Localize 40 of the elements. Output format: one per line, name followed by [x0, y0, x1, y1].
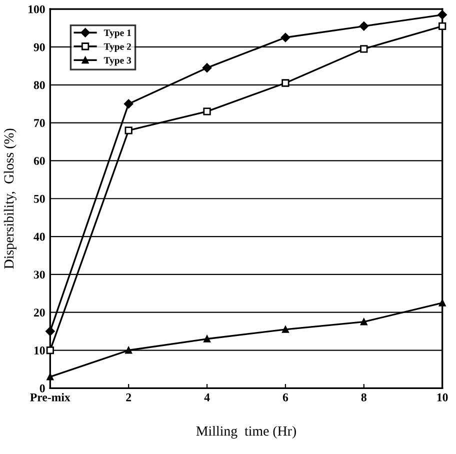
y-tick-label: 30	[34, 270, 45, 279]
point	[438, 299, 446, 306]
point	[360, 45, 368, 53]
point	[46, 373, 54, 380]
point	[124, 126, 132, 134]
y-tick-label: 70	[34, 119, 45, 128]
legend-label: Type 1	[104, 30, 131, 38]
point	[204, 335, 210, 342]
x-tick-label: 6	[282, 393, 288, 402]
x-axis-title: Milling time (Hr)	[196, 426, 296, 439]
point	[280, 32, 290, 42]
point	[202, 63, 212, 72]
point	[360, 318, 368, 326]
y-tick-label: 0	[40, 384, 45, 392]
point	[124, 99, 134, 108]
legend-label: Type 2	[104, 43, 131, 52]
y-tick-label: 40	[34, 232, 45, 241]
y-tick-label: 50	[34, 194, 45, 203]
y-axis-title: Dispersibility, Gloss (%)	[4, 128, 16, 269]
x-tick-label: 10	[437, 393, 448, 402]
x-tick-label: Pre-mix	[30, 393, 70, 402]
y-tick-label: 60	[34, 156, 45, 165]
point	[46, 326, 55, 336]
point	[438, 10, 447, 20]
point	[125, 346, 132, 354]
point	[46, 346, 54, 354]
legend-label: Type 3	[104, 57, 132, 66]
y-tick-label: 80	[34, 81, 45, 90]
x-tick-label: 2	[126, 393, 132, 402]
point	[203, 108, 211, 116]
y-tick-label: 10	[34, 346, 45, 354]
point	[359, 22, 369, 31]
y-tick-label: 20	[34, 308, 45, 317]
y-tick-label: 100	[28, 5, 45, 14]
x-tick-label: 4	[204, 393, 210, 402]
point	[282, 326, 289, 333]
y-tick-label: 90	[34, 43, 45, 52]
point	[282, 79, 290, 87]
point	[438, 22, 446, 30]
x-tick-label: 8	[361, 393, 366, 402]
